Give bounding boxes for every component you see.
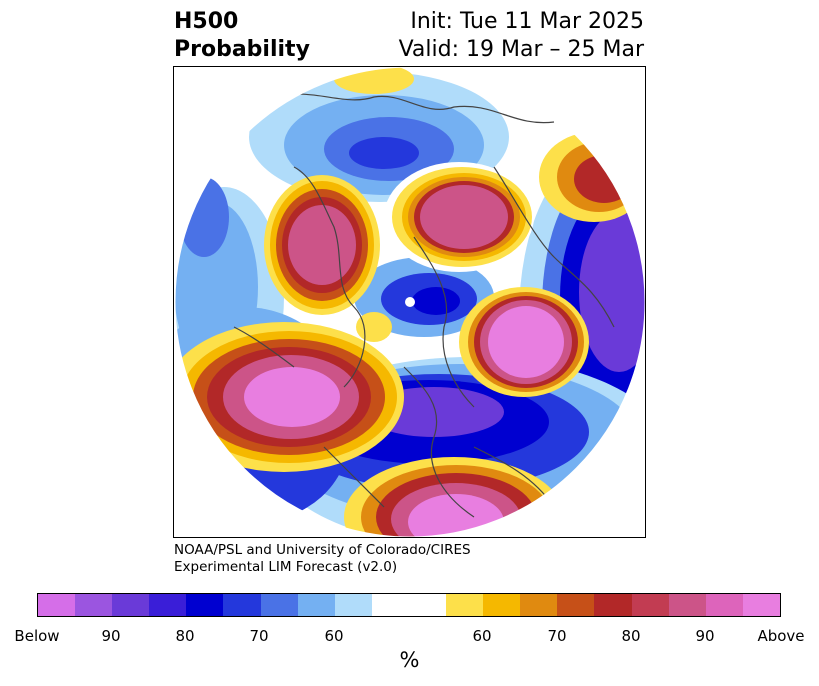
colorbar-tick-label: 80 [175, 627, 195, 645]
north-pole-marker [405, 297, 415, 307]
colorbar-segment [223, 594, 261, 616]
title-block: H500 Probability [174, 8, 310, 64]
credit-line2: Experimental LIM Forecast (v2.0) [174, 559, 398, 575]
colorbar-segment [260, 594, 298, 616]
colorbar-ticks: Below 90 80 70 60 60 70 80 90 Above [0, 627, 819, 647]
colorbar-tick-label: 90 [695, 627, 715, 645]
credit-block: NOAA/PSL and University of Colorado/CIRE… [174, 542, 471, 576]
colorbar-segment [557, 594, 595, 616]
probability-colorbar [37, 593, 781, 617]
colorbar-tick-label: 70 [547, 627, 567, 645]
colorbar-tick-label: 80 [621, 627, 641, 645]
colorbar-tick-label: 70 [249, 627, 269, 645]
colorbar-segment [742, 594, 780, 616]
colorbar-segment [149, 594, 187, 616]
colorbar-segment [668, 594, 706, 616]
field-title: Probability [174, 37, 310, 62]
colorbar-segment [112, 594, 150, 616]
date-block: Init: Tue 11 Mar 2025 Valid: 19 Mar – 25… [399, 8, 644, 64]
init-date: Init: Tue 11 Mar 2025 [410, 9, 644, 34]
colorbar-tick-label: Below [14, 627, 60, 645]
colorbar-tick-label: 60 [472, 627, 492, 645]
colorbar-segment [520, 594, 558, 616]
polar-map [174, 67, 645, 537]
colorbar-unit: % [399, 648, 420, 672]
map-panel [173, 66, 646, 538]
colorbar-tick-label: 90 [101, 627, 121, 645]
colorbar-segment [705, 594, 743, 616]
colorbar-segment [38, 594, 76, 616]
colorbar-segment [483, 594, 521, 616]
variable-title: H500 [174, 9, 239, 34]
colorbar-segment [446, 594, 484, 616]
colorbar-segment [75, 594, 113, 616]
colorbar-tick-label: Above [757, 627, 805, 645]
colorbar-segment [631, 594, 669, 616]
colorbar-segment [334, 594, 372, 616]
colorbar-tick-label: 60 [324, 627, 344, 645]
credit-line1: NOAA/PSL and University of Colorado/CIRE… [174, 542, 471, 558]
colorbar-segment [297, 594, 335, 616]
map-boundary [174, 67, 645, 537]
valid-range: Valid: 19 Mar – 25 Mar [398, 37, 644, 62]
colorbar-segment [594, 594, 632, 616]
colorbar-segment [371, 594, 447, 616]
colorbar-segment [186, 594, 224, 616]
